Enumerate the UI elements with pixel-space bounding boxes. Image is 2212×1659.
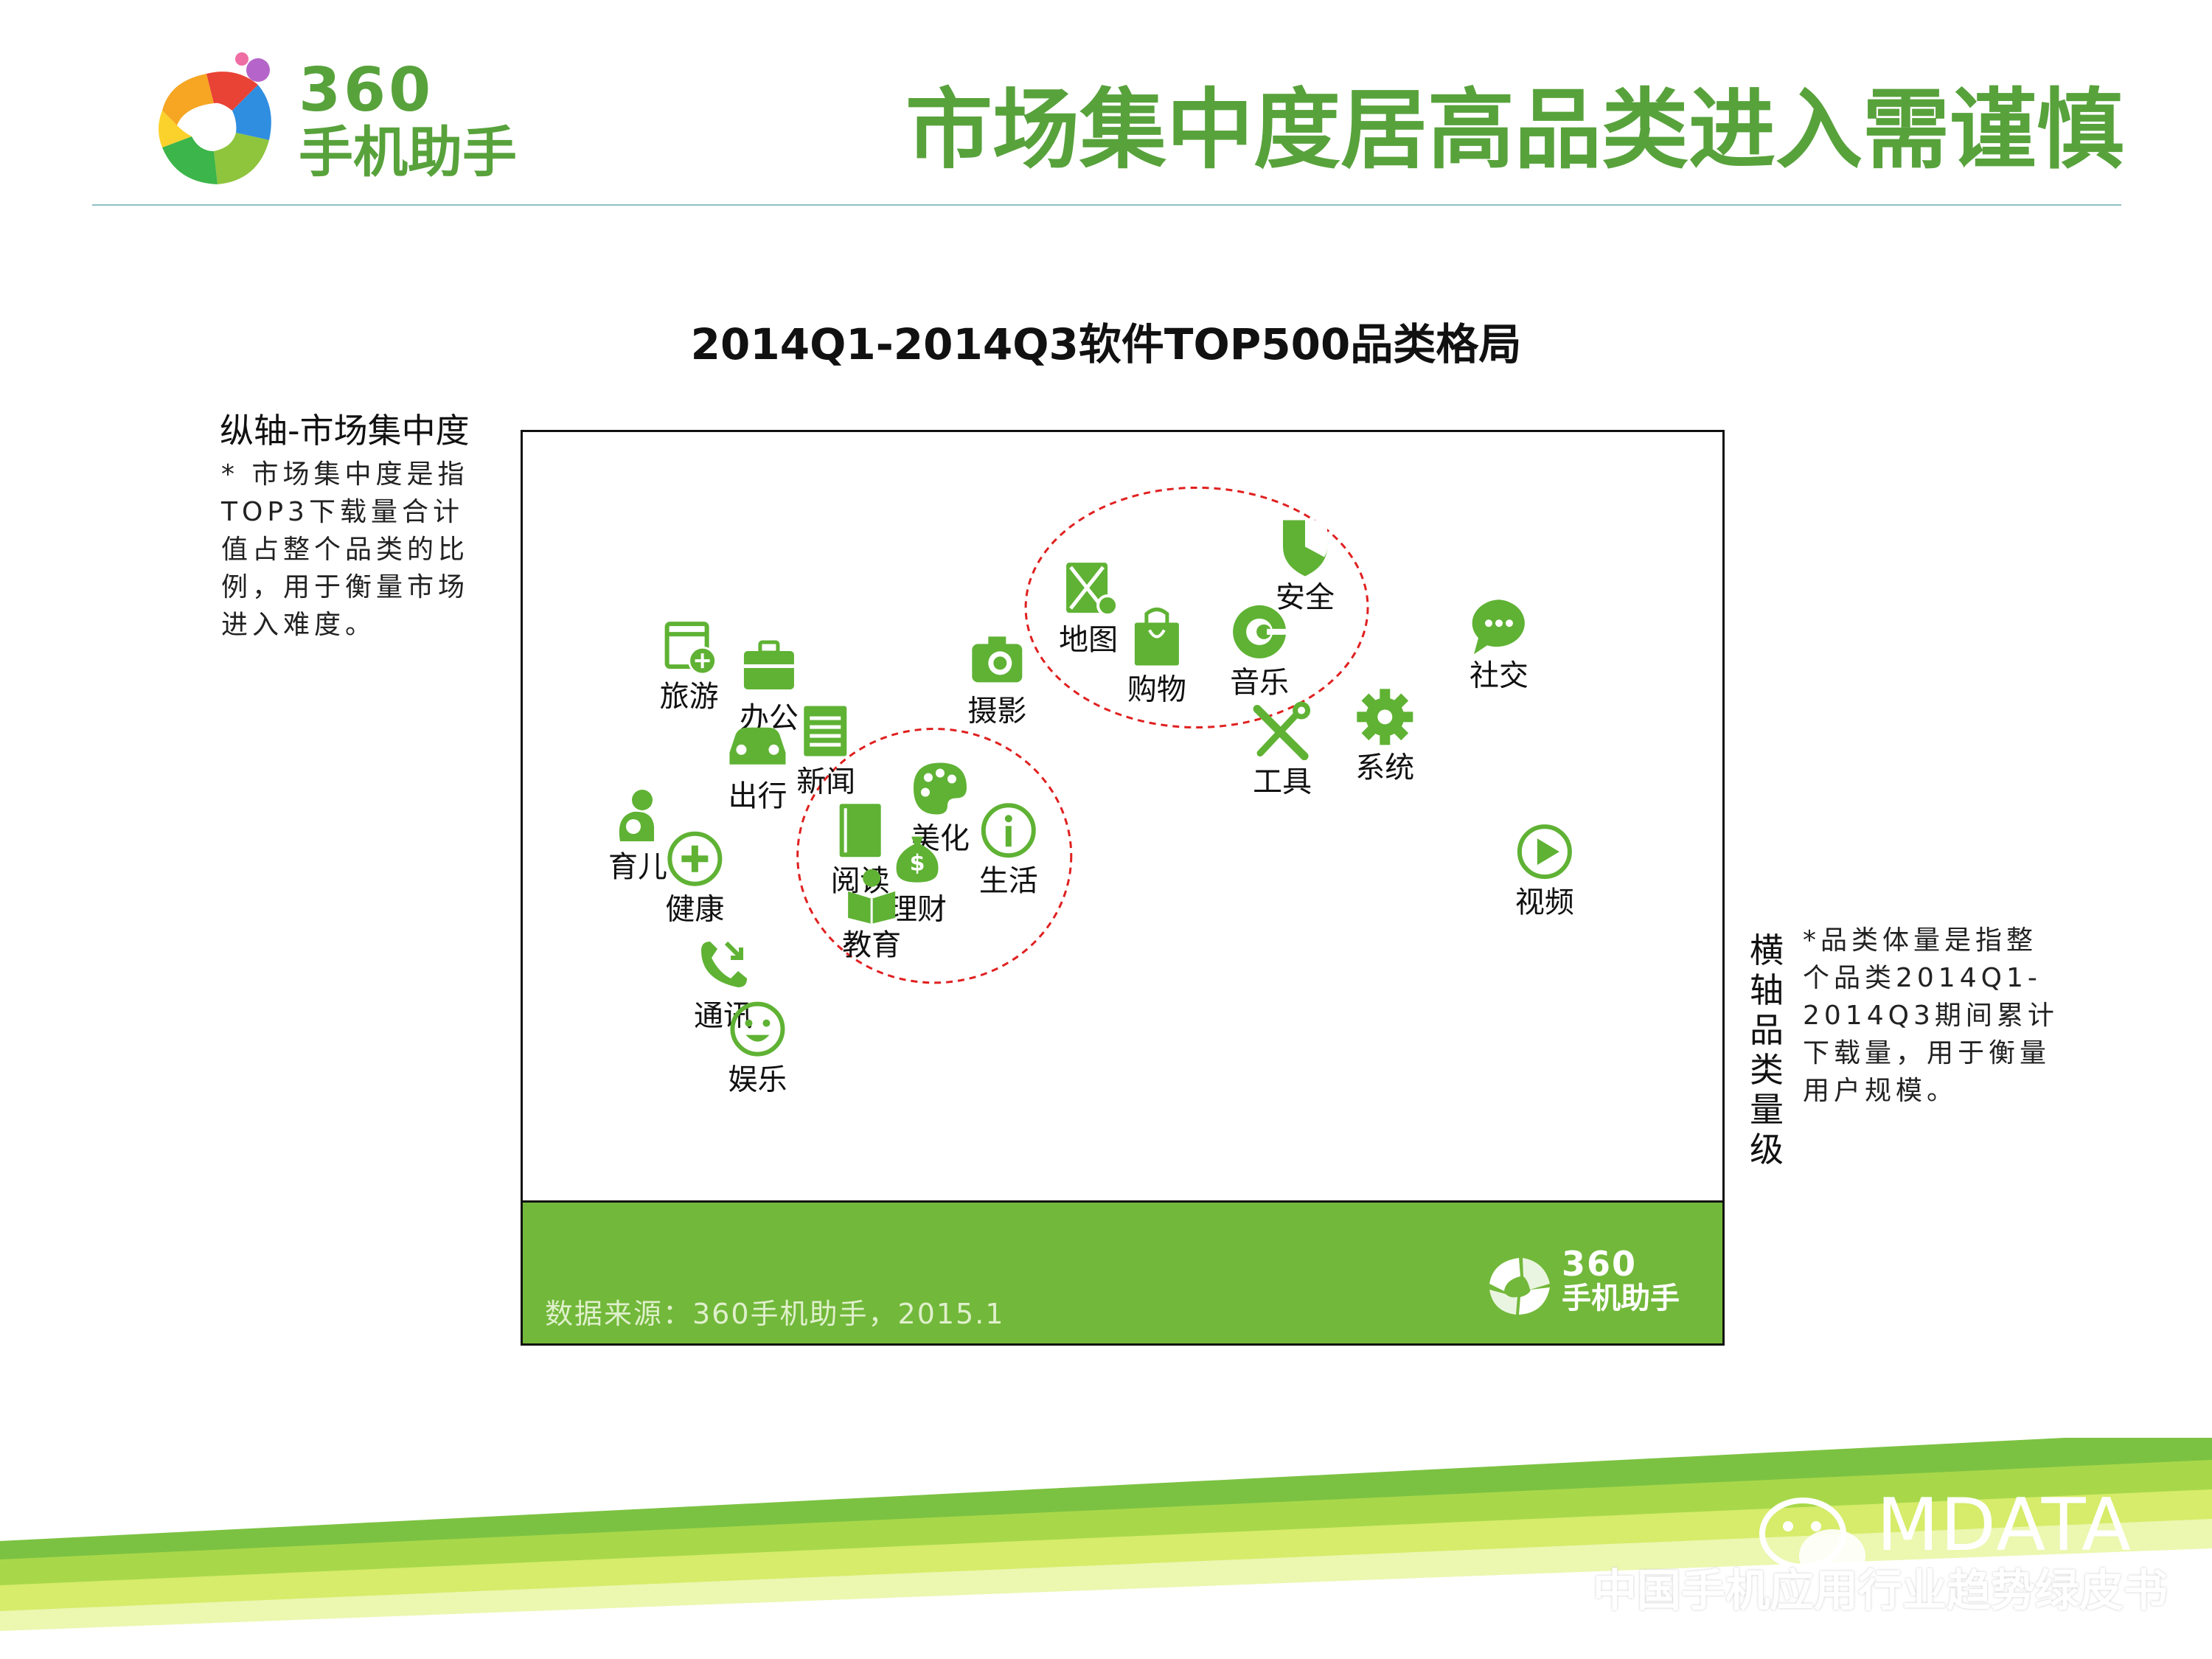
point-info-icon	[981, 803, 1036, 858]
y-axis-label: 纵轴-市场集中度	[220, 411, 470, 451]
point-label: 教育	[842, 928, 901, 962]
point-calendar-plane-icon	[664, 622, 717, 675]
point-money-bag-icon: $	[896, 836, 939, 883]
point-education-icon	[848, 869, 896, 924]
point-label: 育儿	[608, 850, 667, 884]
footer-logo-number: 360	[1562, 1244, 1638, 1284]
point-health-plus-icon	[667, 831, 723, 886]
point-shopping-bag-icon	[1134, 608, 1179, 666]
point-phone-icon	[701, 941, 748, 988]
header-divider	[92, 204, 2121, 206]
watermark-brand: MDATA	[1877, 1484, 2133, 1568]
highlight-circle-1	[1024, 486, 1369, 728]
data-source: 数据来源：360手机助手，2015.1	[545, 1298, 1005, 1330]
point-label: 地图	[1059, 623, 1118, 657]
point-label: 旅游	[660, 680, 719, 714]
point-label: 生活	[979, 864, 1038, 898]
point-car-icon	[729, 727, 786, 765]
point-label: 新闻	[796, 765, 855, 799]
x-axis-note: *品类体量是指整个品类2014Q1-2014Q3期间累计下载量，用于衡量用户规模…	[1803, 925, 2059, 1106]
logo-text: 手机助手	[299, 121, 517, 184]
point-camera-icon	[972, 636, 1023, 683]
point-label: 系统	[1355, 751, 1414, 785]
plot-area: 安全 地图 音乐 购物 社交 旅游 办公 摄影 新闻 出行 工具 系统 美化 阅读 生活 $ 理财 育儿 健康 教育视…	[521, 430, 1725, 1203]
chart-footer: 数据来源：360手机助手，2015.1 360 手机助手	[521, 1203, 1725, 1346]
point-label: 娱乐	[728, 1063, 787, 1097]
highlight-circle-2	[796, 728, 1073, 984]
chart-title: 2014Q1-2014Q3软件TOP500品类格局	[690, 319, 1522, 369]
point-smiley-icon	[730, 1001, 785, 1057]
point-baby-icon	[619, 790, 655, 841]
point-book-icon	[839, 804, 881, 858]
point-shield-icon	[1283, 520, 1328, 577]
point-label: 社交	[1470, 658, 1528, 692]
x-axis-label: 横轴品类量级	[1750, 931, 1784, 1169]
page-title: 市场集中度居高品类进入需谨慎	[905, 79, 2124, 181]
point-label: 健康	[665, 893, 724, 927]
footer-logo: 360 手机助手	[1482, 1247, 1703, 1321]
footer-logo-text: 手机助手	[1562, 1281, 1680, 1315]
brand-logo: 360 手机助手	[147, 52, 560, 199]
point-map-icon	[1066, 563, 1119, 617]
point-label: 安全	[1276, 580, 1335, 614]
footer-logo-mark-icon	[1489, 1258, 1550, 1315]
point-label: 视频	[1515, 886, 1574, 919]
logo-number: 360	[299, 55, 434, 125]
y-axis-note: * 市场集中度是指TOP3下载量合计值占整个品类的比例，用于衡量市场进入难度。	[221, 459, 470, 640]
point-palette-icon	[913, 762, 967, 815]
point-label: 理财	[888, 893, 947, 927]
point-play-icon	[1517, 824, 1572, 880]
point-briefcase-icon	[743, 640, 794, 689]
point-music-icon	[1233, 605, 1288, 658]
point-newspaper-icon	[804, 706, 847, 757]
point-label: 购物	[1127, 673, 1186, 707]
logo-mark-icon	[159, 52, 271, 184]
point-label: 音乐	[1230, 666, 1289, 700]
point-label: 阅读	[831, 864, 890, 898]
point-label: 出行	[728, 779, 787, 813]
bottom-decorative-band	[0, 1438, 2212, 1659]
point-tools-icon	[1253, 701, 1311, 761]
point-label: 通讯	[694, 999, 753, 1033]
watermark-subtitle: 中国手机应用行业趋势绿皮书	[1593, 1565, 2168, 1617]
point-label: 工具	[1253, 765, 1312, 799]
point-gear-icon	[1357, 689, 1413, 745]
wechat-icon	[1759, 1498, 1865, 1582]
point-chat-icon	[1472, 599, 1525, 655]
svg-text:$: $	[910, 851, 925, 877]
point-label: 摄影	[967, 694, 1026, 728]
